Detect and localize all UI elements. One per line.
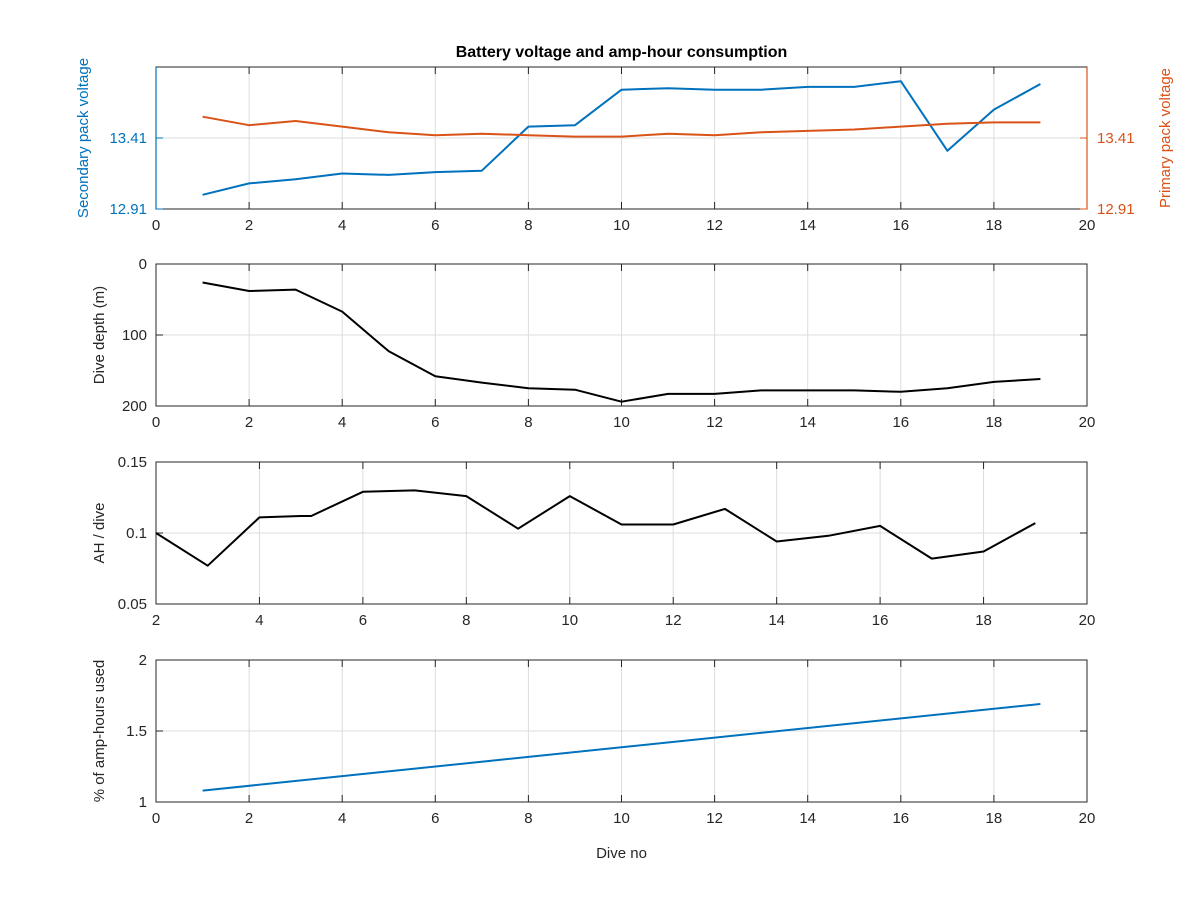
panel-4-ytick-label: 1 xyxy=(139,794,147,811)
panel-2-ylabel: Dive depth (m) xyxy=(91,286,108,384)
panel-2-ytick-label: 0 xyxy=(139,256,147,273)
panel-4-ytick-label: 1.5 xyxy=(126,723,147,740)
panel-2-xtick-label: 16 xyxy=(892,414,909,431)
panel-3-xtick-label: 4 xyxy=(255,612,263,629)
panel-4-xlabel: Dive no xyxy=(596,845,647,862)
panel-3-xtick-label: 12 xyxy=(665,612,682,629)
panel-3-ylabel: AH / dive xyxy=(91,503,108,564)
panel-1-xtick-label: 0 xyxy=(152,217,160,234)
panel-4-xtick-label: 16 xyxy=(892,810,909,827)
panel-2-ytick-label: 100 xyxy=(122,327,147,344)
panel-1-xtick-label: 18 xyxy=(986,217,1003,234)
panel-1-ytick-label-right: 13.41 xyxy=(1097,130,1135,147)
panel-3-xtick-label: 18 xyxy=(975,612,992,629)
panel-2-xtick-label: 8 xyxy=(524,414,532,431)
panel-1-ytick-label-right: 12.91 xyxy=(1097,201,1135,218)
panel-3-ytick-label: 0.15 xyxy=(118,454,147,471)
panel-4-xtick-label: 8 xyxy=(524,810,532,827)
panel-4-ytick-label: 2 xyxy=(139,652,147,669)
panel-1-xtick-label: 4 xyxy=(338,217,346,234)
panel-3-xtick-label: 2 xyxy=(152,612,160,629)
panel-2-xtick-label: 18 xyxy=(986,414,1003,431)
panel-4-xtick-label: 6 xyxy=(431,810,439,827)
panel-1-series-line-1 xyxy=(202,80,1041,196)
panel-1-xtick-label: 8 xyxy=(524,217,532,234)
panel-1-xtick-label: 6 xyxy=(431,217,439,234)
panel-1-ylabel: Secondary pack voltage xyxy=(75,58,92,218)
panel-2-xtick-label: 14 xyxy=(799,414,816,431)
panel-2-xtick-label: 2 xyxy=(245,414,253,431)
panel-2-ytick-label: 200 xyxy=(122,398,147,415)
panel-3-series-line-1 xyxy=(155,489,1036,567)
panel-4-xtick-label: 18 xyxy=(986,810,1003,827)
panel-1-ylabel-right: Primary pack voltage xyxy=(1157,68,1174,208)
panel-1-xtick-label: 20 xyxy=(1079,217,1096,234)
panel-3-xtick-label: 8 xyxy=(462,612,470,629)
panel-4-xtick-label: 0 xyxy=(152,810,160,827)
panel-3-xtick-label: 10 xyxy=(561,612,578,629)
panel-1-xtick-label: 16 xyxy=(892,217,909,234)
panel-2-xtick-label: 4 xyxy=(338,414,346,431)
panel-4-series-line-1 xyxy=(202,703,1041,792)
panel-4-xtick-label: 20 xyxy=(1079,810,1096,827)
panel-4-xtick-label: 10 xyxy=(613,810,630,827)
panel-1-ytick-label: 12.91 xyxy=(109,201,147,218)
panel-2-xtick-label: 0 xyxy=(152,414,160,431)
chart-title: Battery voltage and amp-hour consumption xyxy=(456,44,788,61)
panel-2-series-line-1 xyxy=(202,281,1041,403)
panel-4-xtick-label: 14 xyxy=(799,810,816,827)
panel-1-xtick-label: 10 xyxy=(613,217,630,234)
panel-1-xtick-label: 14 xyxy=(799,217,816,234)
panel-4-ylabel: % of amp-hours used xyxy=(91,660,108,803)
panel-1-ytick-label: 13.41 xyxy=(109,130,147,147)
panel-4-xtick-label: 12 xyxy=(706,810,723,827)
panel-1-xtick-label: 2 xyxy=(245,217,253,234)
panel-4-xtick-label: 2 xyxy=(245,810,253,827)
panel-2-xtick-label: 12 xyxy=(706,414,723,431)
panel-2-xtick-label: 20 xyxy=(1079,414,1096,431)
panel-3-xtick-label: 16 xyxy=(872,612,889,629)
panel-1-series-line-2 xyxy=(202,115,1041,138)
panel-3-xtick-label: 6 xyxy=(359,612,367,629)
panel-3-ytick-label: 0.1 xyxy=(126,525,147,542)
panel-2-xtick-label: 6 xyxy=(431,414,439,431)
panel-4-xtick-label: 4 xyxy=(338,810,346,827)
panel-1-xtick-label: 12 xyxy=(706,217,723,234)
panel-3-xtick-label: 20 xyxy=(1079,612,1096,629)
panel-3-xtick-label: 14 xyxy=(768,612,785,629)
panel-3-ytick-label: 0.05 xyxy=(118,596,147,613)
panel-2-xtick-label: 10 xyxy=(613,414,630,431)
